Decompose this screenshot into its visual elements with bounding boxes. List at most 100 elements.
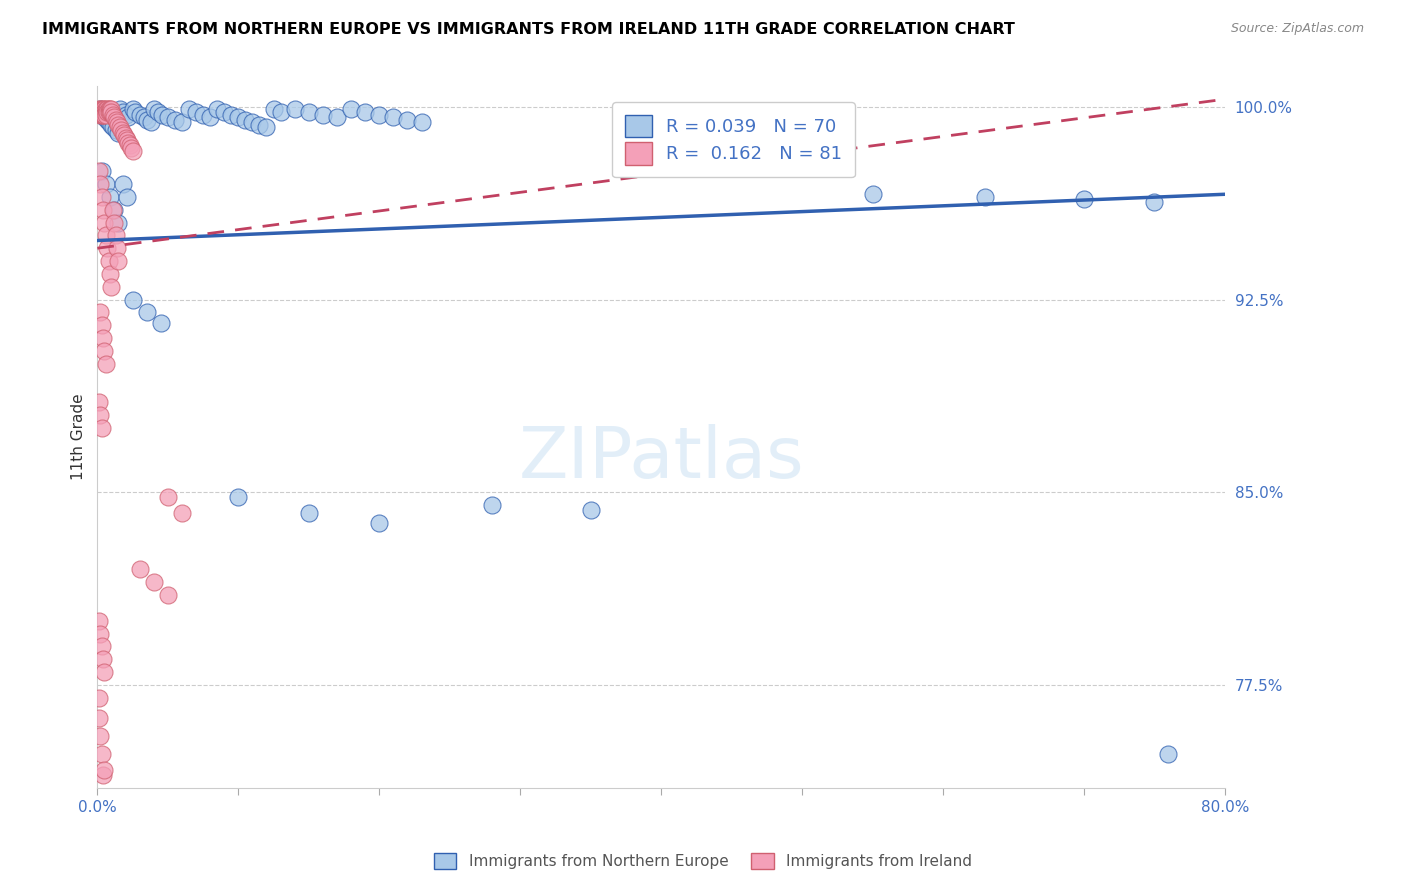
Point xyxy=(974,190,997,204)
Point xyxy=(98,190,121,204)
Point xyxy=(97,254,120,268)
Point xyxy=(87,105,110,120)
Point xyxy=(90,747,112,762)
Point xyxy=(94,228,117,243)
Point xyxy=(284,103,307,117)
Point xyxy=(91,105,114,120)
Point xyxy=(98,267,121,281)
Point xyxy=(128,562,150,576)
Point xyxy=(117,136,139,150)
Point xyxy=(91,107,114,121)
Point xyxy=(94,103,117,117)
Point xyxy=(382,110,405,124)
Point xyxy=(270,105,292,120)
Point xyxy=(91,103,114,117)
Point xyxy=(100,105,122,120)
Point xyxy=(177,103,200,117)
Point xyxy=(101,107,124,121)
Point xyxy=(97,103,120,117)
Point xyxy=(93,763,115,777)
Point xyxy=(263,103,285,117)
Point xyxy=(105,241,128,255)
Point xyxy=(90,318,112,333)
Point xyxy=(89,408,111,422)
Point xyxy=(98,103,121,117)
Point xyxy=(87,103,110,117)
Point xyxy=(93,107,115,121)
Point xyxy=(156,110,179,124)
Point xyxy=(103,110,125,124)
Point xyxy=(1073,193,1095,207)
Point xyxy=(121,293,143,307)
Point xyxy=(1143,194,1166,209)
Point xyxy=(89,105,111,120)
Point xyxy=(481,498,503,512)
Point xyxy=(100,279,122,293)
Point xyxy=(111,105,134,120)
Point xyxy=(170,506,193,520)
Point xyxy=(89,626,111,640)
Point xyxy=(205,103,228,117)
Point xyxy=(97,115,120,129)
Point xyxy=(96,112,118,127)
Point xyxy=(90,640,112,654)
Point xyxy=(107,118,129,132)
Point xyxy=(90,164,112,178)
Point xyxy=(107,126,129,140)
Point xyxy=(104,112,127,127)
Text: ZIPatlas: ZIPatlas xyxy=(519,424,804,492)
Point xyxy=(256,120,278,135)
Point xyxy=(108,120,131,135)
Point xyxy=(93,103,115,117)
Point xyxy=(91,202,114,217)
Point xyxy=(135,112,157,127)
Point xyxy=(212,105,235,120)
Point xyxy=(87,711,110,725)
Point xyxy=(114,130,136,145)
Y-axis label: 11th Grade: 11th Grade xyxy=(72,393,86,481)
Point xyxy=(118,138,141,153)
Point xyxy=(298,506,321,520)
Point xyxy=(862,187,884,202)
Point xyxy=(120,141,142,155)
Point xyxy=(94,105,117,120)
Point xyxy=(90,105,112,120)
Point xyxy=(132,110,155,124)
Point xyxy=(93,343,115,358)
Point xyxy=(156,491,179,505)
Point xyxy=(124,105,146,120)
Point xyxy=(112,128,135,143)
Point xyxy=(115,133,138,147)
Point xyxy=(1157,747,1180,762)
Point xyxy=(90,421,112,435)
Point xyxy=(298,105,321,120)
Point xyxy=(89,107,111,121)
Point xyxy=(226,491,249,505)
Point xyxy=(91,331,114,345)
Point xyxy=(104,123,127,137)
Point xyxy=(170,115,193,129)
Point xyxy=(96,103,118,117)
Point xyxy=(111,126,134,140)
Point xyxy=(89,305,111,319)
Point xyxy=(242,115,264,129)
Point xyxy=(142,103,165,117)
Point xyxy=(139,115,162,129)
Point xyxy=(121,103,143,117)
Point xyxy=(219,107,242,121)
Point xyxy=(184,105,207,120)
Point xyxy=(396,112,419,127)
Point xyxy=(91,107,114,121)
Point xyxy=(111,177,134,191)
Point xyxy=(110,123,132,137)
Point xyxy=(87,105,110,120)
Point xyxy=(354,105,377,120)
Point xyxy=(135,305,157,319)
Point xyxy=(326,110,349,124)
Point xyxy=(340,103,363,117)
Point xyxy=(98,105,121,120)
Point xyxy=(103,215,125,229)
Point xyxy=(142,575,165,590)
Point xyxy=(91,768,114,782)
Point xyxy=(107,254,129,268)
